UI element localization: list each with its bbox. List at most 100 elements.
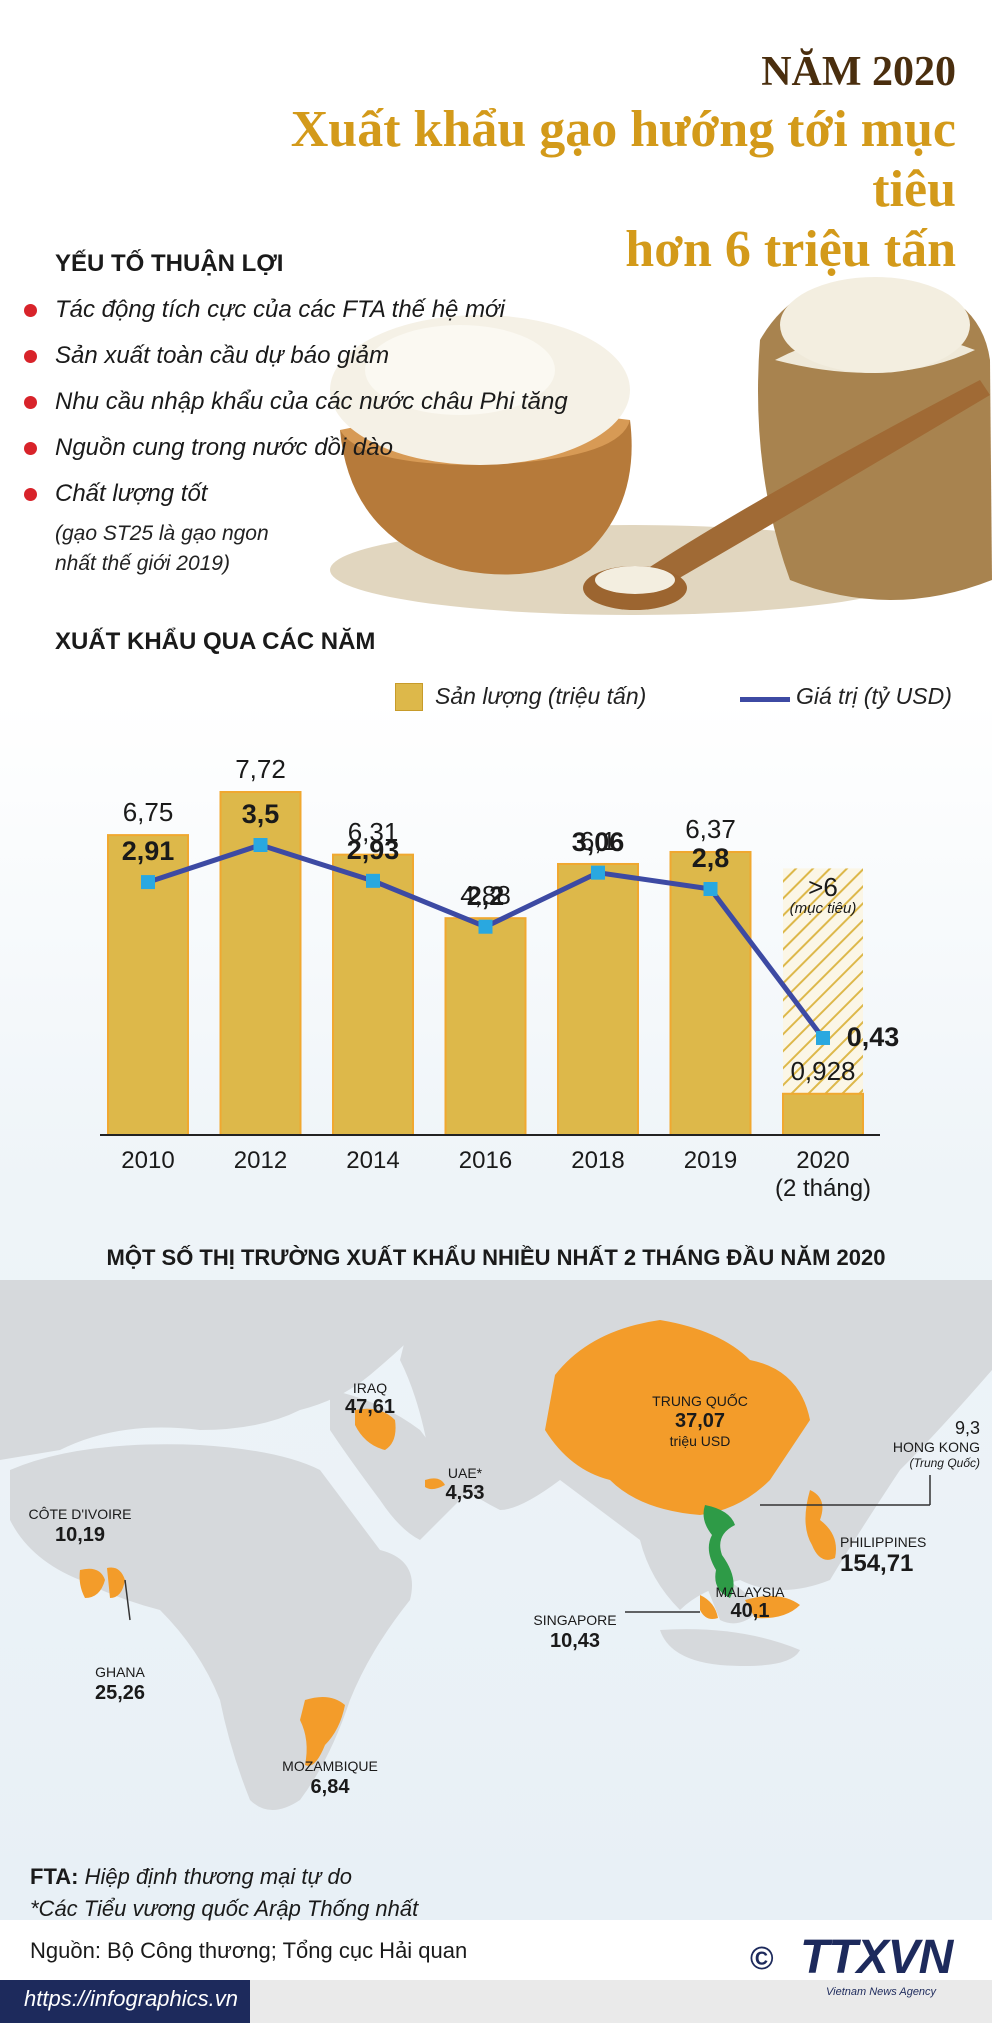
legend-line-swatch	[740, 697, 790, 702]
market-name-singapore: SINGAPORE	[533, 1612, 617, 1628]
bullet-icon	[24, 442, 37, 455]
market-unit-china: triệu USD	[669, 1433, 731, 1449]
market-value-philippines: 154,71	[840, 1550, 914, 1577]
factor-text: Nhu cầu nhập khẩu của các nước châu Phi …	[55, 388, 568, 415]
fta-text: Hiệp định thương mại tự do	[78, 1864, 353, 1889]
line-value-label: 2,91	[121, 836, 175, 867]
factor-item: Nguồn cung trong nước dồi dào	[24, 434, 393, 462]
factor-item: Nhu cầu nhập khẩu của các nước châu Phi …	[24, 388, 568, 416]
year-heading: NĂM 2020	[761, 49, 956, 95]
market-name-china: TRUNG QUỐC	[652, 1393, 748, 1409]
market-value-malaysia: 40,1	[730, 1600, 770, 1622]
malaysia-shape	[700, 1595, 800, 1619]
market-name-hongkong: HONG KONG	[892, 1439, 980, 1455]
market-value-singapore: 10,43	[549, 1630, 601, 1652]
cote-divoire-shape	[79, 1568, 105, 1598]
bar-value-label: 6,1	[579, 825, 617, 856]
x-tick-label: 2014	[346, 1147, 400, 1174]
factor-item: Sản xuất toàn cầu dự báo giảm	[24, 342, 389, 370]
source-note: Nguồn: Bộ Công thương; Tổng cục Hải quan	[30, 1938, 468, 1963]
legend-bar-swatch	[395, 683, 423, 711]
quality-note: (gạo ST25 là gạo ngon nhất thế giới 2019…	[55, 519, 269, 579]
legend-line-label: Giá trị (tỷ USD)	[796, 683, 952, 709]
factor-text: Tác động tích cực của các FTA thế hệ mới	[55, 296, 505, 323]
line-value-label: 3,5	[241, 799, 280, 829]
market-value-iraq: 47,61	[344, 1396, 396, 1418]
africa-landmass	[10, 1444, 412, 1810]
chart-heading: XUẤT KHẨU QUA CÁC NĂM	[55, 628, 376, 655]
target-sublabel: (mục tiêu)	[789, 900, 857, 918]
factor-text: Nguồn cung trong nước dồi dào	[55, 434, 393, 461]
bar-2019	[669, 850, 752, 1137]
factors-heading: YẾU TỐ THUẬN LỢI	[55, 250, 284, 277]
market-value-hongkong: 9,3	[954, 1418, 980, 1438]
market-value-mozambique: 6,84	[310, 1776, 350, 1798]
bar-value-label: 0,928	[790, 1055, 856, 1086]
ghana-shape	[107, 1567, 125, 1598]
line-point	[366, 873, 380, 888]
x-tick-label: 2016	[458, 1147, 513, 1174]
line-point	[253, 838, 268, 852]
title-line-1: Xuất khẩu gạo hướng tới mục tiêu	[290, 101, 956, 218]
bullet-icon	[24, 488, 37, 501]
bullet-icon	[24, 350, 37, 363]
quality-note-line-2: nhất thế giới 2019)	[55, 552, 230, 575]
market-value-uae: 4,53	[445, 1482, 485, 1504]
china-shape	[545, 1320, 810, 1515]
legend-bar-label: Sản lượng (triệu tấn)	[435, 683, 647, 709]
uae-shape	[425, 1478, 445, 1490]
world-map	[0, 1280, 992, 1810]
ttxvn-logo: TTXVN	[800, 1931, 953, 1984]
x-tick-label: 2012	[233, 1147, 288, 1174]
market-value-cote-divoire: 10,19	[54, 1524, 106, 1546]
market-name-uae: UAE*	[447, 1465, 483, 1481]
market-name-iraq: IRAQ	[352, 1380, 388, 1396]
market-name-malaysia: MALAYSIA	[715, 1584, 785, 1600]
x-tick-label: 2010	[121, 1147, 175, 1174]
bar-value-label: 6,75	[122, 797, 174, 828]
market-value-china: 37,07	[674, 1410, 726, 1432]
line-point	[816, 1030, 830, 1045]
line-point	[478, 919, 493, 934]
bullet-icon	[24, 304, 37, 317]
line-point	[703, 882, 718, 896]
europe-landmass	[0, 1280, 430, 1460]
ttxvn-subtitle: Vietnam News Agency	[826, 1986, 937, 1998]
url-badge	[0, 1980, 250, 2023]
x-tick-label: 2019	[683, 1147, 738, 1174]
bar-2018	[557, 862, 639, 1136]
bar-value-label: 6,37	[685, 813, 736, 844]
export-chart	[100, 791, 880, 1137]
line-value-label: 2,8	[691, 843, 730, 873]
line-value-label: 2,93	[346, 834, 400, 865]
fta-note: FTA: Hiệp định thương mại tự do	[30, 1864, 352, 1890]
mozambique-shape	[300, 1696, 345, 1766]
line-value-label: 2,2	[466, 880, 505, 911]
page-title: Xuất khẩu gạo hướng tới mục tiêu hơn 6 t…	[196, 100, 956, 280]
factor-text: Sản xuất toàn cầu dự báo giảm	[55, 342, 390, 369]
x-tick-label: 2018	[571, 1147, 625, 1174]
market-name-mozambique: MOZAMBIQUE	[282, 1758, 378, 1774]
copyright-icon: ©	[750, 1940, 774, 1976]
line-value-label: 0,43	[846, 1021, 900, 1052]
line-point	[141, 875, 155, 890]
map-heading: MỘT SỐ THỊ TRƯỜNG XUẤT KHẨU NHIỀU NHẤT 2…	[106, 1245, 886, 1270]
market-name-ghana: GHANA	[95, 1664, 145, 1680]
bar-2020	[782, 1092, 864, 1137]
bar-2014	[332, 853, 414, 1136]
x-tick-sublabel: (2 tháng)	[774, 1175, 872, 1202]
market-name-cote-divoire: CÔTE D'IVOIRE	[28, 1506, 132, 1522]
market-name-philippines: PHILIPPINES	[840, 1534, 927, 1550]
source-url-link[interactable]: https://infographics.vn	[24, 1986, 239, 2011]
bar-value-label: 7,72	[235, 754, 286, 784]
factor-text: Chất lượng tốt	[55, 480, 208, 507]
line-value-label: 3,06	[571, 826, 625, 857]
bar-value-label: 6,31	[347, 816, 399, 847]
factor-item: Tác động tích cực của các FTA thế hệ mới	[24, 296, 505, 324]
line-point	[591, 865, 605, 880]
bar-value-label: 4,88	[460, 880, 511, 911]
vietnam-shape	[703, 1505, 735, 1598]
rice-illustration	[330, 277, 992, 615]
bullet-icon	[24, 396, 37, 409]
market-value-ghana: 25,26	[94, 1682, 146, 1704]
